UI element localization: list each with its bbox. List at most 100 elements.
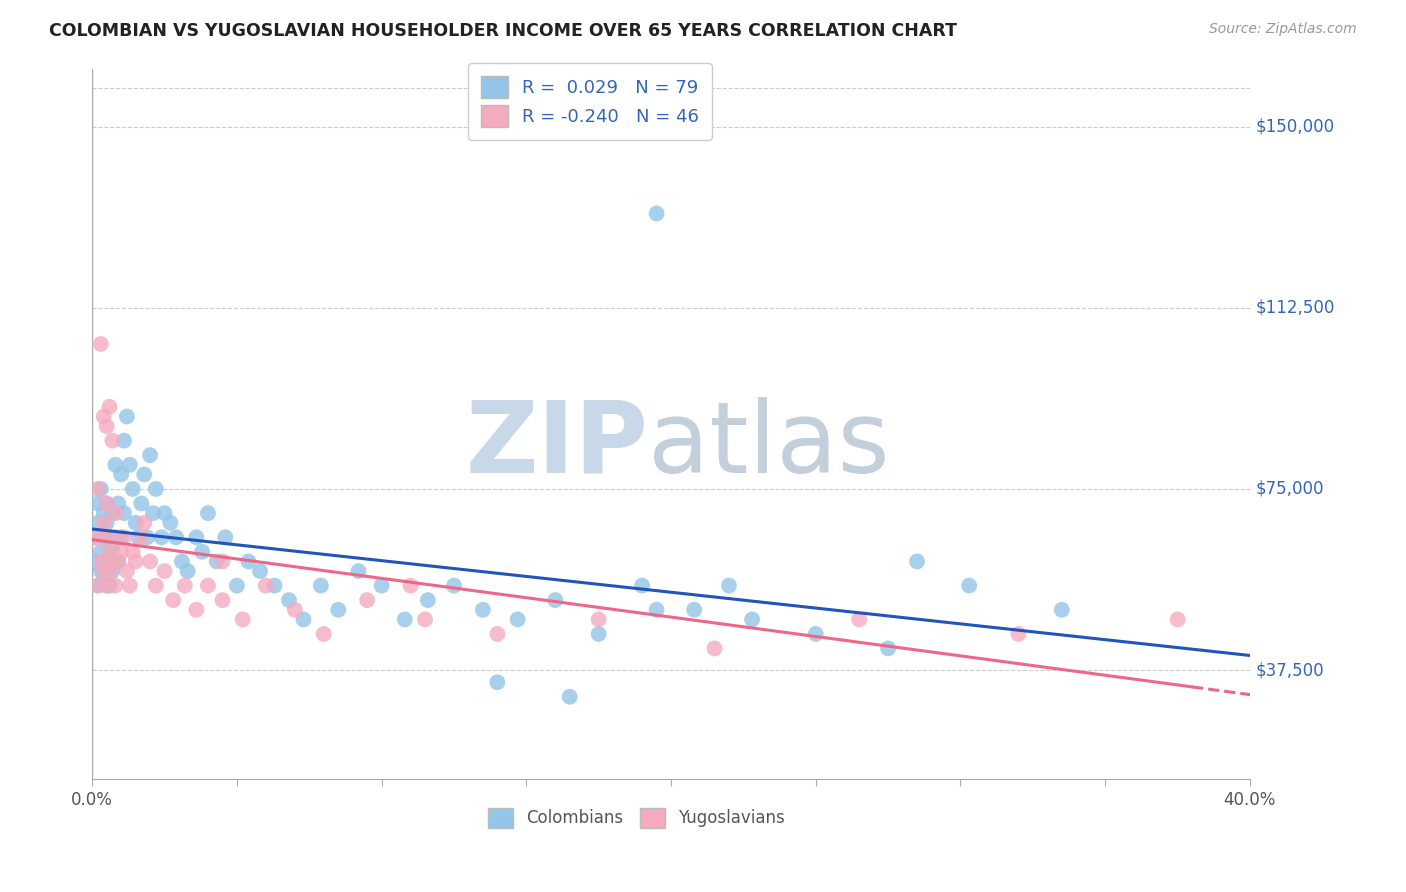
Point (905, 554, 928, 568)
Point (98, 554, 121, 568)
Point (84, 530, 107, 544)
Point (370, 579, 392, 593)
Point (90, 564, 112, 578)
Point (93, 554, 115, 568)
Text: $75,000: $75,000 (1256, 480, 1324, 498)
Point (93, 409, 115, 424)
Point (176, 564, 198, 578)
Point (87, 579, 110, 593)
Legend: Colombians, Yugoslavians: Colombians, Yugoslavians (481, 801, 792, 835)
Point (197, 579, 219, 593)
Point (1050, 603, 1073, 617)
Point (186, 603, 208, 617)
Point (278, 593, 301, 607)
Text: COLOMBIAN VS YUGOSLAVIAN HOUSEHOLDER INCOME OVER 65 YEARS CORRELATION CHART: COLOMBIAN VS YUGOSLAVIAN HOUSEHOLDER INC… (49, 22, 957, 40)
Point (292, 612, 315, 626)
Point (254, 579, 277, 593)
Point (131, 530, 153, 544)
Point (98, 545, 121, 559)
Point (142, 506, 165, 520)
Point (134, 516, 156, 530)
Point (145, 482, 167, 496)
Point (118, 579, 141, 593)
Point (110, 530, 132, 544)
Point (93, 530, 115, 544)
Point (159, 516, 181, 530)
Point (121, 482, 143, 496)
Point (93, 516, 115, 530)
Point (284, 603, 307, 617)
Point (110, 467, 132, 482)
Point (101, 434, 124, 448)
Point (96, 579, 118, 593)
Text: $112,500: $112,500 (1256, 299, 1336, 317)
Point (101, 506, 124, 520)
Point (90, 554, 112, 568)
Point (232, 612, 254, 626)
Point (115, 564, 138, 578)
Point (443, 579, 465, 593)
Point (225, 579, 247, 593)
Point (804, 627, 827, 641)
Point (90, 337, 112, 351)
Point (848, 612, 870, 626)
Point (98, 564, 121, 578)
Point (645, 603, 668, 617)
Point (87, 496, 110, 510)
Point (124, 516, 146, 530)
Point (112, 434, 135, 448)
Point (588, 612, 610, 626)
Point (107, 554, 129, 568)
Point (741, 612, 763, 626)
Point (90, 530, 112, 544)
Point (101, 554, 124, 568)
Point (112, 506, 135, 520)
Point (104, 506, 127, 520)
Point (957, 579, 980, 593)
Point (328, 603, 350, 617)
Point (394, 612, 416, 626)
Point (104, 530, 127, 544)
Text: $150,000: $150,000 (1256, 118, 1334, 136)
Point (110, 545, 132, 559)
Point (96, 579, 118, 593)
Point (96, 496, 118, 510)
Point (1007, 627, 1029, 641)
Point (87, 516, 110, 530)
Point (413, 612, 436, 626)
Point (107, 496, 129, 510)
Point (93, 506, 115, 520)
Point (96, 419, 118, 434)
Point (93, 564, 115, 578)
Point (416, 593, 439, 607)
Text: ZIP: ZIP (465, 397, 648, 493)
Point (162, 593, 184, 607)
Point (98, 530, 121, 544)
Point (96, 496, 118, 510)
Point (145, 579, 167, 593)
Point (191, 545, 214, 559)
Point (115, 409, 138, 424)
Point (101, 530, 124, 544)
Point (506, 612, 529, 626)
Point (249, 564, 271, 578)
Point (87, 579, 110, 593)
Point (121, 545, 143, 559)
Point (356, 593, 378, 607)
Text: $37,500: $37,500 (1256, 661, 1324, 679)
Point (309, 579, 332, 593)
Point (98, 400, 121, 414)
Point (877, 641, 900, 656)
Point (96, 516, 118, 530)
Point (186, 530, 208, 544)
Text: atlas: atlas (648, 397, 890, 493)
Point (104, 458, 127, 472)
Text: Source: ZipAtlas.com: Source: ZipAtlas.com (1209, 22, 1357, 37)
Point (87, 482, 110, 496)
Point (717, 579, 740, 593)
Point (197, 506, 219, 520)
Point (471, 603, 494, 617)
Point (101, 564, 124, 578)
Point (1167, 612, 1189, 626)
Point (90, 545, 112, 559)
